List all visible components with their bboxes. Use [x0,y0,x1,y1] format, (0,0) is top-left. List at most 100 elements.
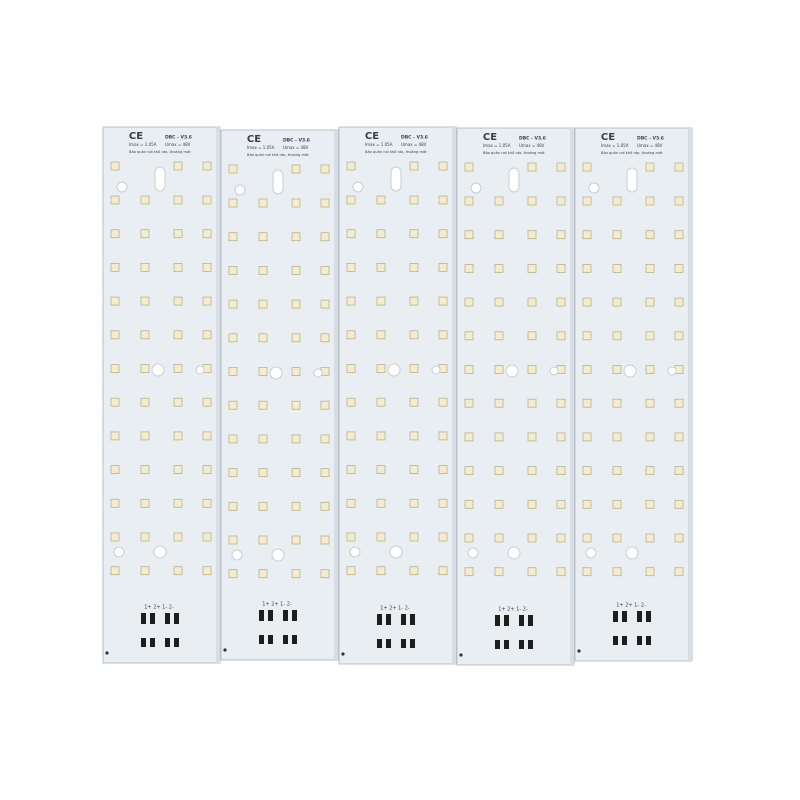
pad [292,610,297,621]
hole [667,366,677,376]
hole [585,547,597,559]
hole [116,181,128,193]
model-label: DBC - V3.6 [519,136,546,142]
current-label: Imax = 1.05A [601,143,629,148]
led [320,198,330,208]
led [464,466,474,476]
led [173,161,183,171]
led [173,229,183,239]
led [110,431,120,441]
led [291,198,301,208]
current-label: Imax = 1.05A [247,145,275,150]
led [438,566,448,576]
slot [390,166,402,192]
led [494,230,504,240]
pad-labels: 1+ 2+ 1- 2- [262,602,292,608]
led [320,164,330,174]
pcb-board [102,126,221,664]
led [202,161,212,171]
ce-mark: CE [365,131,379,142]
led [173,431,183,441]
led [494,499,504,509]
led [582,230,592,240]
fiducial [577,649,581,653]
voltage-label: Umax = 48V [637,143,663,148]
led [612,365,622,374]
led [494,398,504,408]
led [409,161,419,171]
storage-note: Bảo quản nơi khô ráo, thoáng mát [483,151,545,155]
led [320,265,330,275]
led [438,229,448,239]
led [376,532,386,542]
ce-mark: CE [129,131,143,142]
pad [637,611,642,622]
led [140,330,150,340]
pcb-board [574,127,693,662]
led [228,198,238,208]
led [140,296,150,306]
led [556,466,566,476]
pad [613,611,618,622]
led [645,230,655,240]
hole [234,184,246,196]
pad [528,615,533,626]
led [582,499,592,509]
pcb-board [220,129,339,661]
led [612,331,622,341]
led [438,296,448,306]
led [376,330,386,340]
led [140,397,150,407]
hole [269,366,283,380]
pad [504,640,509,649]
led [612,466,622,476]
led [438,195,448,205]
led [346,364,356,373]
model-label: DBC - V3.6 [401,135,428,141]
led [228,569,238,579]
led [674,263,684,273]
hole [505,364,519,378]
led [674,567,684,577]
led [258,468,268,478]
pcb-board [456,127,575,666]
led [494,297,504,307]
led [464,196,474,206]
led [258,501,268,511]
pad-labels: 1+ 2+ 1- 2- [144,605,174,611]
led [291,367,301,376]
led [464,331,474,341]
pad [622,611,627,622]
led [582,263,592,273]
led [556,196,566,206]
pad [504,615,509,626]
led [494,365,504,374]
fiducial [105,651,109,655]
led [202,296,212,306]
led [291,299,301,309]
hole [231,549,243,561]
led [494,263,504,273]
pad [174,613,179,624]
led [409,364,419,373]
led [202,431,212,441]
led [376,296,386,306]
hole [625,546,639,560]
slot [626,167,638,193]
led [291,232,301,242]
led [291,501,301,511]
led [202,262,212,272]
led [612,263,622,273]
led [140,532,150,542]
led [527,162,537,172]
led [110,364,120,373]
hole [389,545,403,559]
led [346,465,356,475]
led [556,398,566,408]
led [645,196,655,206]
storage-note: Bảo quản nơi khô ráo, thoáng mát [247,153,309,157]
pad [141,613,146,624]
led [346,161,356,171]
current-label: Imax = 1.05A [129,142,157,147]
pad-labels: 1+ 2+ 1- 2- [498,607,528,613]
